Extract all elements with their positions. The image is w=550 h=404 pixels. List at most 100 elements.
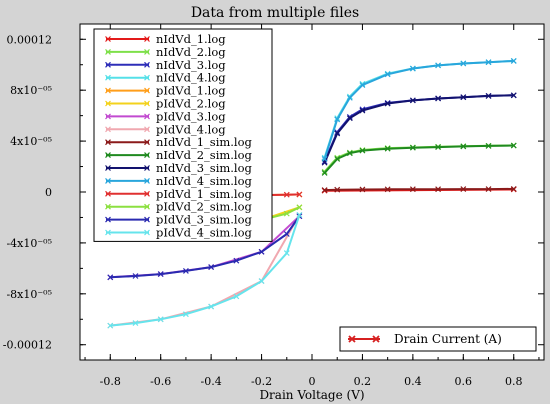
legend-label: pIdVd_2_sim.log <box>156 200 252 214</box>
legend-item: pIdVd_2_sim.log <box>105 200 252 214</box>
legend-label: pIdVd_1_sim.log <box>156 187 252 201</box>
data-point <box>296 191 303 198</box>
legend-item: nIdVd_4_sim.log <box>105 174 253 188</box>
legend-marker <box>105 48 111 55</box>
legend-marker <box>105 74 111 81</box>
data-point <box>346 115 353 122</box>
legend-item: pIdVd_1.log <box>105 84 226 98</box>
legend-marker <box>144 139 150 146</box>
data-point <box>283 191 290 198</box>
x-tick-label: -0.4 <box>201 375 222 388</box>
data-point <box>296 211 303 218</box>
data-point <box>510 92 517 99</box>
data-point <box>346 94 353 101</box>
data-point <box>359 186 366 193</box>
data-point <box>435 186 442 193</box>
y-tick-label: 0 <box>45 186 52 199</box>
series-line <box>323 144 514 174</box>
data-point <box>107 274 114 281</box>
data-point <box>283 231 290 237</box>
data-point <box>321 169 328 176</box>
legend-marker <box>144 74 150 81</box>
legend-label: pIdVd_4_sim.log <box>156 226 252 240</box>
data-point <box>485 59 492 66</box>
legend-marker <box>144 152 150 159</box>
data-point <box>346 113 353 120</box>
legend-label: nIdVd_4_sim.log <box>156 174 253 188</box>
data-point <box>321 155 328 162</box>
x-tick-label: -0.6 <box>150 375 171 388</box>
legend: nIdVd_1.lognIdVd_2.lognIdVd_3.lognIdVd_4… <box>93 28 273 242</box>
data-point <box>334 155 341 162</box>
annotation-marker <box>348 335 356 343</box>
legend-marker <box>144 216 150 223</box>
data-point <box>157 316 164 323</box>
annotation-label: Drain Current (A) <box>394 332 502 346</box>
legend-label: nIdVd_2.log <box>156 45 226 59</box>
x-tick-label: -0.8 <box>100 375 121 388</box>
data-point <box>435 144 442 150</box>
data-point <box>346 150 353 157</box>
legend-marker <box>105 203 111 210</box>
data-point <box>485 143 492 149</box>
legend-marker <box>105 126 111 133</box>
series-line <box>323 59 514 160</box>
legend-label: pIdVd_3_sim.log <box>156 213 252 227</box>
series-nidvd-3-sim-log <box>321 92 517 166</box>
x-tick-label: 0.6 <box>455 375 473 388</box>
legend-item: nIdVd_1_sim.log <box>105 135 253 149</box>
data-point <box>460 60 467 67</box>
data-point <box>182 311 189 318</box>
data-point <box>132 320 139 327</box>
x-tick-label: 0.4 <box>404 375 422 388</box>
data-point <box>132 273 139 279</box>
series-line <box>323 94 514 164</box>
y-tick-label: 4x10⁻⁰⁵ <box>10 135 52 148</box>
data-point <box>510 57 517 64</box>
legend-item: nIdVd_3_sim.log <box>105 161 253 175</box>
data-point <box>359 147 366 154</box>
data-point <box>258 278 265 285</box>
legend-label: pIdVd_4.log <box>156 122 226 136</box>
data-point <box>384 100 391 107</box>
data-point <box>334 130 341 137</box>
data-point <box>157 271 164 278</box>
legend-label: nIdVd_4.log <box>156 71 226 85</box>
legend-item: pIdVd_4_sim.log <box>105 226 252 240</box>
legend-marker <box>105 177 111 184</box>
data-point <box>409 97 416 104</box>
data-point <box>510 142 517 149</box>
data-point <box>510 186 517 192</box>
y-tick-label: 8x10⁻⁰⁵ <box>10 84 52 97</box>
legend-label: pIdVd_2.log <box>156 97 226 111</box>
data-point <box>334 116 341 123</box>
legend-item: nIdVd_1.log <box>105 32 226 46</box>
data-point <box>359 82 366 89</box>
legend-item: nIdVd_4.log <box>105 71 226 85</box>
legend-marker <box>105 165 111 171</box>
data-point <box>384 186 391 193</box>
data-point <box>384 71 391 78</box>
series-pidvd-4-sim-log <box>107 211 303 329</box>
series-nidvd-2-sim-log <box>321 142 517 176</box>
legend-marker <box>144 190 150 197</box>
data-point <box>283 210 290 217</box>
legend-marker <box>144 165 150 171</box>
legend-item: pIdVd_3_sim.log <box>105 213 252 227</box>
legend-item: nIdVd_3.log <box>105 58 226 72</box>
legend-label: pIdVd_3.log <box>156 109 226 123</box>
legend-item: nIdVd_2.log <box>105 45 226 59</box>
data-point <box>182 267 189 274</box>
legend-marker <box>144 100 150 107</box>
legend-marker <box>144 48 150 55</box>
legend-marker <box>144 177 150 184</box>
annotation-marker <box>372 335 380 343</box>
legend-marker <box>105 152 111 159</box>
x-tick-label: -0.2 <box>251 375 272 388</box>
legend-marker <box>105 87 111 94</box>
legend-marker <box>105 36 111 42</box>
data-point <box>258 248 265 255</box>
data-point <box>409 65 416 72</box>
legend-marker <box>144 87 150 94</box>
